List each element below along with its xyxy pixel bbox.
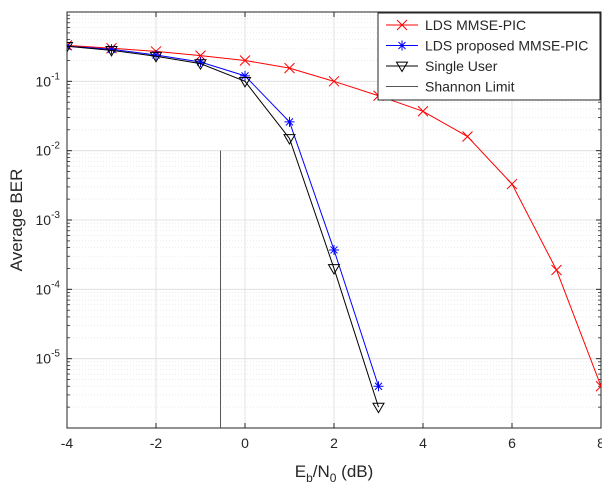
- series-1: [67, 41, 384, 392]
- data-point: [329, 244, 339, 255]
- data-point: [327, 264, 341, 275]
- data-point: [417, 105, 429, 117]
- y-tick-label: 10-1: [36, 71, 61, 89]
- y-tick-exponent: -5: [51, 349, 60, 360]
- series-2: [67, 41, 385, 414]
- series-layer: [67, 40, 601, 428]
- data-point: [283, 134, 296, 145]
- y-tick-exponent: -3: [51, 210, 60, 221]
- y-axis-label: Average BER: [7, 169, 26, 272]
- data-point: [595, 380, 601, 392]
- series-line: [67, 45, 379, 387]
- y-tick-exponent: -4: [51, 279, 60, 290]
- y-tick-label: 10-3: [36, 210, 61, 228]
- x-axis-label-sub2: 0: [330, 471, 337, 485]
- y-tick-base: 10: [36, 73, 52, 89]
- x-axis-label-main: E: [295, 462, 306, 481]
- x-tick-label: 4: [419, 435, 427, 451]
- data-point: [105, 45, 118, 57]
- x-tick-label: 8: [597, 435, 602, 451]
- y-tick-exponent: -2: [51, 141, 60, 152]
- data-point: [240, 70, 250, 81]
- data-point: [462, 131, 473, 142]
- y-tick-label: 10-5: [36, 349, 61, 367]
- data-point: [395, 61, 409, 73]
- x-tick-label: 2: [330, 435, 338, 451]
- series-line: [67, 45, 379, 408]
- y-tick-base: 10: [36, 212, 52, 228]
- data-point: [397, 40, 407, 51]
- x-tick-label: -4: [61, 435, 74, 451]
- legend: LDS MMSE-PIC LDS proposed MMSE-PIC Single …: [377, 12, 601, 101]
- data-point: [506, 178, 518, 190]
- legend-label: LDS MMSE-PIC: [425, 17, 526, 33]
- y-tick-base: 10: [36, 281, 52, 297]
- data-point: [396, 19, 408, 31]
- data-point: [551, 264, 562, 276]
- x-axis-label-sub1: b: [306, 471, 313, 485]
- data-point: [194, 59, 207, 71]
- data-point: [149, 51, 163, 63]
- y-tick-base: 10: [36, 351, 52, 367]
- y-tick-exponent: -1: [51, 71, 60, 82]
- data-point: [284, 62, 295, 74]
- data-point: [106, 44, 117, 55]
- data-point: [67, 41, 74, 53]
- y-tick-label: 10-2: [36, 141, 61, 159]
- x-axis-label-mid: /N: [313, 462, 330, 481]
- data-point: [372, 402, 385, 414]
- data-point: [151, 49, 161, 60]
- legend-box: [377, 12, 601, 101]
- data-point: [238, 76, 252, 88]
- legend-label: LDS proposed MMSE-PIC: [425, 38, 588, 54]
- y-tick-label: 10-4: [36, 279, 61, 297]
- y-tick-base: 10: [36, 143, 52, 159]
- data-point: [195, 57, 206, 68]
- data-point: [239, 55, 251, 66]
- x-tick-label: 6: [508, 435, 516, 451]
- legend-label: Shannon Limit: [425, 79, 515, 95]
- data-point: [373, 381, 384, 392]
- data-point: [328, 75, 340, 87]
- legend-label: Single User: [425, 58, 498, 74]
- x-axis-label: Eb/N0 (dB): [295, 462, 374, 485]
- x-axis-label-tail: (dB): [336, 462, 373, 481]
- data-point: [284, 116, 295, 127]
- x-tick-label: -2: [150, 435, 163, 451]
- x-tick-label: 0: [241, 435, 249, 451]
